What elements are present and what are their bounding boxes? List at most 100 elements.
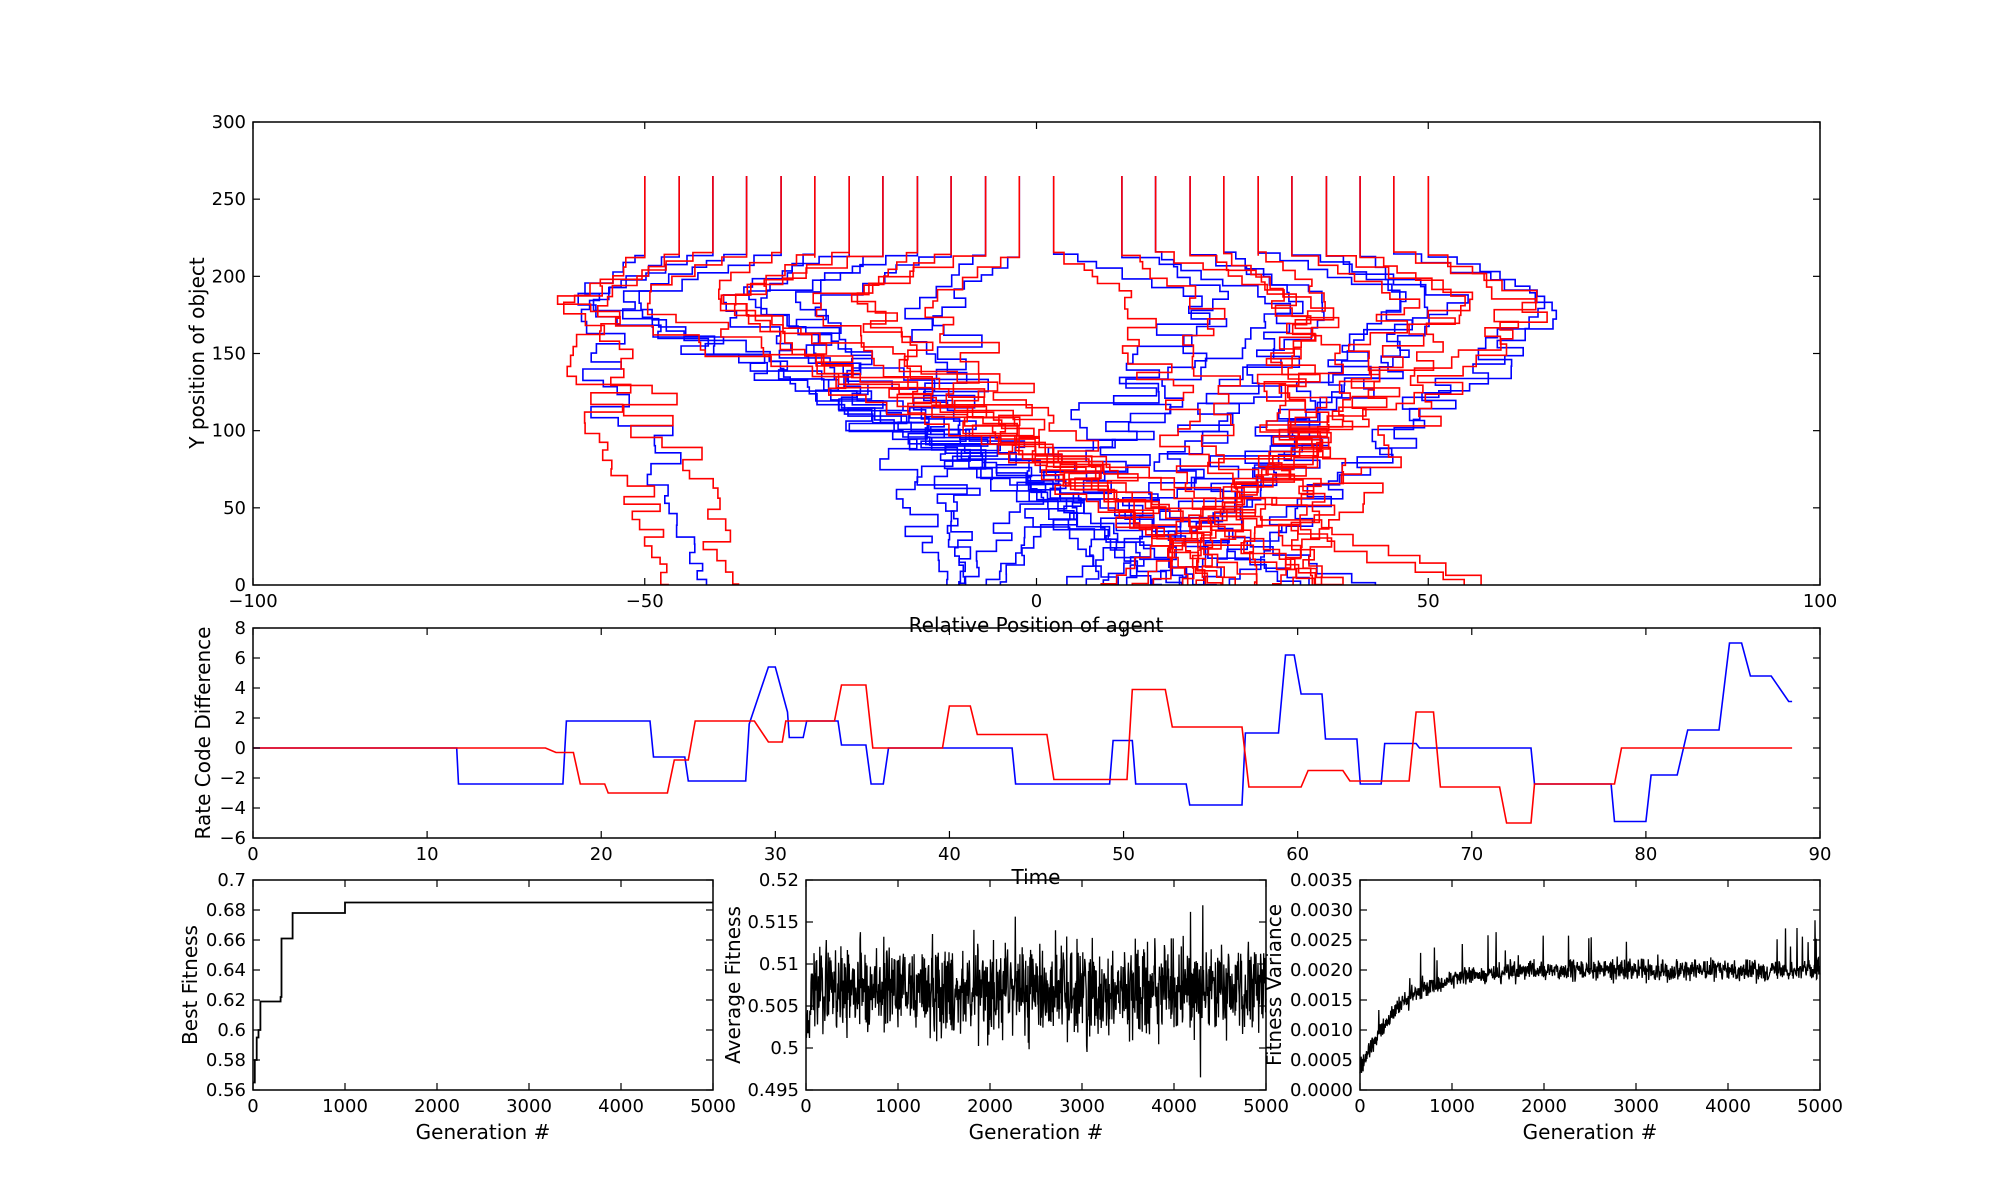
trajectory-red-trajectory	[1131, 176, 1474, 585]
average-fitness-x-tick-label: 1000	[875, 1096, 921, 1117]
fitness-variance-y-tick-label: 0.0020	[1290, 960, 1353, 981]
fitness-variance-ticks: 0 1000 2000 3000 4000 5000 0.0000 0.0005 0.0010 0…	[1290, 870, 1843, 1117]
best-fitness-y-tick-label: 0.56	[206, 1080, 246, 1101]
best-fitness-y-tick-label: 0.58	[206, 1050, 246, 1071]
average-fitness-y-tick-label: 0.515	[747, 912, 799, 933]
rate-code-y-tick-label: 6	[235, 648, 246, 669]
rate-code-x-tick-label: 80	[1634, 844, 1657, 865]
best-fitness-series	[253, 901, 713, 1084]
average-fitness-x-axis-label: Generation #	[969, 1120, 1104, 1144]
fitness-variance-plot-frame	[1359, 879, 1821, 1091]
rate-code-y-tick-label: 8	[235, 618, 246, 639]
trajectory-blue-trajectory	[904, 176, 987, 585]
trajectory-red-trajectory	[1100, 176, 1548, 585]
fitness-variance-series	[1359, 920, 1821, 1074]
trajectory-chart: −100 −50 0 50 100 0 50 100 150 200 250 300 Relative…	[185, 112, 1837, 637]
trajectory-blue-trajectory	[1125, 176, 1469, 585]
trajectory-x-tick-label: 100	[1803, 591, 1837, 612]
average-fitness-x-tick-label: 3000	[1059, 1096, 1105, 1117]
fitness-variance-y-tick-label: 0.0000	[1290, 1080, 1353, 1101]
fitness-variance-y-tick-label: 0.0035	[1290, 870, 1353, 891]
trajectory-red-trajectory	[1223, 176, 1330, 585]
trajectory-blue-trajectory	[1151, 176, 1402, 585]
best-fitness-x-tick-label: 4000	[598, 1096, 644, 1117]
fitness-variance-y-tick-label: 0.0025	[1290, 930, 1353, 951]
trajectory-ticks: −100 −50 0 50 100 0 50 100 150 200 250 300	[212, 112, 1838, 612]
trajectory-blue-trajectory	[638, 176, 1217, 586]
trajectory-y-tick-label: 50	[223, 498, 246, 519]
average-fitness-y-tick-label: 0.51	[759, 954, 799, 975]
average-fitness-y-tick-label: 0.495	[747, 1080, 799, 1101]
trajectory-red-trajectory	[1195, 176, 1340, 585]
trajectory-y-axis-label: Y position of object	[185, 257, 209, 450]
rate-code-y-tick-label: −6	[219, 828, 246, 849]
rate-code-blue-series	[253, 642, 1793, 823]
best-fitness-ticks: 0 1000 2000 3000 4000 5000 0.56 0.58 0.6 0.62 0.64…	[206, 870, 736, 1117]
trajectory-red-trajectory	[850, 176, 1224, 585]
best-fitness-x-tick-label: 5000	[690, 1096, 736, 1117]
fitness-variance-y-tick-label: 0.0005	[1290, 1050, 1353, 1071]
trajectory-red-trajectory	[1189, 176, 1347, 585]
trajectory-red-trajectory	[646, 176, 1482, 585]
trajectory-blue-trajectory	[577, 176, 1310, 585]
rate-code-lines	[253, 642, 1793, 824]
best-fitness-line	[253, 901, 713, 1084]
average-fitness-y-tick-label: 0.505	[747, 996, 799, 1017]
rate-code-y-tick-label: 2	[235, 708, 246, 729]
trajectory-red-trajectory	[924, 176, 1189, 585]
rate-code-y-tick-label: −2	[219, 768, 246, 789]
trajectory-y-tick-label: 300	[212, 112, 246, 133]
trajectory-blue-trajectory	[958, 176, 1211, 585]
trajectory-blue-trajectory	[999, 176, 1229, 585]
trajectory-red-trajectory	[717, 176, 1344, 585]
average-fitness-y-tick-label: 0.52	[759, 870, 799, 891]
trajectory-x-tick-label: −50	[626, 591, 664, 612]
average-fitness-x-tick-label: 2000	[967, 1096, 1013, 1117]
trajectory-red-trajectory	[1272, 176, 1537, 585]
rate-code-ticks: 0 10 20 30 40 50 60 70 80 90 −6 −4 −2 0 2 4 6 8	[219, 618, 1831, 865]
trajectory-lines	[556, 176, 1558, 586]
trajectory-plot-frame	[252, 121, 1821, 586]
rate-code-y-tick-label: 0	[235, 738, 246, 759]
fitness-variance-y-tick-label: 0.0010	[1290, 1020, 1353, 1041]
trajectory-y-tick-label: 100	[212, 421, 246, 442]
trajectory-y-tick-label: 150	[212, 344, 246, 365]
fitness-variance-x-tick-label: 5000	[1797, 1096, 1843, 1117]
fitness-variance-chart: 0 1000 2000 3000 4000 5000 0.0000 0.0005 0.0010 0…	[1262, 870, 1843, 1144]
fitness-variance-x-tick-label: 4000	[1705, 1096, 1751, 1117]
trajectory-red-trajectory	[562, 176, 669, 586]
rate-code-chart: 0 10 20 30 40 50 60 70 80 90 −6 −4 −2 0 2 4 6 8 Time Rate…	[191, 618, 1831, 889]
trajectory-red-trajectory	[596, 176, 740, 585]
average-fitness-x-tick-label: 5000	[1243, 1096, 1289, 1117]
best-fitness-x-axis-label: Generation #	[416, 1120, 551, 1144]
rate-code-x-tick-label: 50	[1112, 844, 1135, 865]
trajectory-blue-trajectory	[813, 176, 952, 585]
trajectory-x-tick-label: 0	[1031, 591, 1042, 612]
average-fitness-chart: 0 1000 2000 3000 4000 5000 0.495 0.5 0.505 0.51 0.…	[721, 870, 1289, 1144]
average-fitness-plot-frame	[805, 879, 1267, 1091]
best-fitness-y-axis-label: Best Fitness	[178, 925, 202, 1045]
rate-code-x-axis-label: Time	[1011, 865, 1061, 889]
rate-code-x-tick-label: 40	[938, 844, 961, 865]
average-fitness-ticks: 0 1000 2000 3000 4000 5000 0.495 0.5 0.505 0.51 0.…	[747, 870, 1288, 1117]
rate-code-x-tick-label: 60	[1286, 844, 1309, 865]
best-fitness-x-tick-label: 2000	[414, 1096, 460, 1117]
best-fitness-x-tick-label: 1000	[322, 1096, 368, 1117]
average-fitness-series	[805, 905, 1267, 1078]
rate-code-x-tick-label: 20	[590, 844, 613, 865]
fitness-variance-x-tick-label: 3000	[1613, 1096, 1659, 1117]
rate-code-x-tick-label: 0	[247, 844, 258, 865]
best-fitness-y-tick-label: 0.7	[217, 870, 246, 891]
fitness-variance-y-tick-label: 0.0015	[1290, 990, 1353, 1011]
fitness-variance-y-tick-label: 0.0030	[1290, 900, 1353, 921]
rate-code-red-series	[253, 684, 1793, 824]
average-fitness-y-tick-label: 0.5	[770, 1038, 799, 1059]
best-fitness-y-tick-label: 0.66	[206, 930, 246, 951]
fitness-variance-x-tick-label: 0	[1354, 1096, 1365, 1117]
rate-code-y-axis-label: Rate Code Difference	[191, 627, 215, 840]
average-fitness-y-axis-label: Average Fitness	[721, 906, 745, 1064]
average-fitness-x-tick-label: 4000	[1151, 1096, 1197, 1117]
fitness-variance-line	[1359, 920, 1821, 1074]
best-fitness-y-tick-label: 0.64	[206, 960, 246, 981]
